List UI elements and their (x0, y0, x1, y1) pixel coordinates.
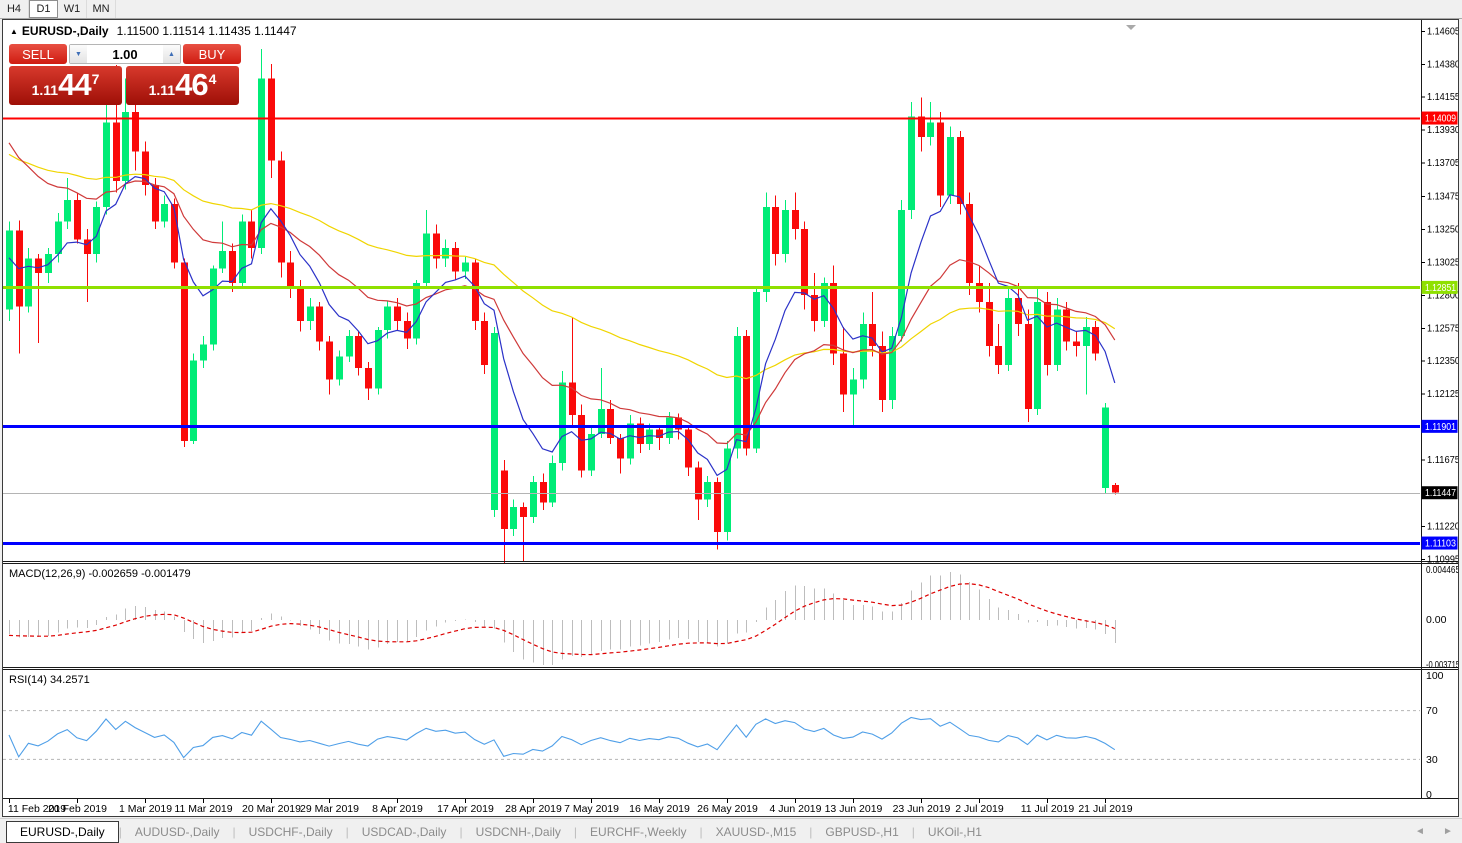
tab-separator: | (699, 824, 703, 839)
date-tick-label: 26 May 2019 (697, 803, 758, 815)
price-tick-label: 1.12125 (1427, 388, 1458, 400)
buy-button[interactable]: BUY (183, 44, 241, 64)
macd-scale-label: 0.00 (1426, 614, 1447, 626)
chart-tabs: EURUSD-,Daily | AUDUSD-,Daily | USDCHF-,Dail… (0, 819, 1406, 843)
price-tick-label: 1.11675 (1427, 454, 1458, 466)
price-badge-label: 1.14009 (1425, 114, 1456, 125)
chart-title: ▲ EURUSD-,Daily 1.11500 1.11514 1.11435 1.… (10, 24, 297, 38)
rsi-scale-label: 0 (1426, 789, 1432, 801)
tab-xauusd-m15[interactable]: XAUUSD-,M15 (715, 824, 797, 839)
date-tick-label: 21 Jul 2019 (1078, 803, 1132, 815)
date-tick-label: 11 Mar 2019 (174, 803, 232, 815)
chart-shift-icon[interactable] (1126, 25, 1136, 30)
macd-scale-label: -0.003715 (1426, 659, 1458, 671)
chart-canvas[interactable]: 1.14605 1.14380 1.14155 1.13930 1.13705 1.134… (3, 20, 1458, 816)
volume-decrease-icon[interactable]: ▼ (70, 45, 87, 63)
tf-button-h4[interactable]: H4 (0, 0, 29, 18)
tab-gbpusd-h1[interactable]: GBPUSD-,H1 (825, 824, 899, 839)
date-tick-label: 11 Feb 2019 (8, 803, 66, 815)
price-badge-label: 1.11901 (1425, 422, 1456, 433)
collapse-triangle-icon[interactable]: ▲ (10, 27, 18, 36)
price-tick-label: 1.11220 (1427, 520, 1458, 532)
date-tick-label: 7 May 2019 (564, 803, 619, 815)
date-tick-label: 13 Jun 2019 (825, 803, 883, 815)
tab-scroll-right-icon[interactable]: ► (1443, 826, 1453, 837)
volume-increase-icon[interactable]: ▲ (163, 45, 180, 63)
macd-label: MACD(12,26,9) -0.002659 -0.001479 (9, 568, 191, 580)
date-tick-label: 17 Apr 2019 (437, 803, 494, 815)
sell-button[interactable]: SELL (9, 44, 67, 64)
date-tick-label: 20 Mar 2019 (242, 803, 301, 815)
date-tick-label: 28 Apr 2019 (505, 803, 562, 815)
date-tick-label: 16 May 2019 (629, 803, 690, 815)
price-tick-label: 1.10995 (1427, 553, 1458, 565)
date-tick-label: 2 Jul 2019 (955, 803, 1004, 815)
tab-usdchf-daily[interactable]: USDCHF-,Daily (248, 824, 333, 839)
price-tick-label: 1.13250 (1427, 224, 1458, 236)
chart-tabs-bar: EURUSD-,Daily | AUDUSD-,Daily | USDCHF-,Dail… (0, 818, 1462, 843)
rsi-scale-label: 70 (1426, 705, 1438, 717)
date-tick-label: 1 Mar 2019 (119, 803, 172, 815)
tab-ukoil-h1[interactable]: UKOil-,H1 (927, 824, 982, 839)
sell-price-big: 44 (58, 67, 91, 102)
tab-eurusd-daily[interactable]: EURUSD-,Daily (6, 820, 119, 843)
buy-price-sup: 4 (208, 71, 217, 87)
tab-separator: | (573, 824, 578, 839)
rsi-label: RSI(14) 34.2571 (9, 674, 90, 686)
price-tick-label: 1.13930 (1427, 124, 1458, 136)
symbol-period-label: EURUSD-,Daily (21, 24, 109, 38)
date-tick-label: 29 Mar 2019 (300, 803, 359, 815)
price-tick-label: 1.14605 (1427, 25, 1458, 37)
tab-separator: | (345, 824, 349, 839)
chart-window: 1.14605 1.14380 1.14155 1.13930 1.13705 1.134… (2, 19, 1459, 817)
tf-button-d1[interactable]: D1 (29, 0, 58, 18)
price-badge-label: 1.11103 (1425, 539, 1456, 550)
rsi-scale-label: 100 (1426, 670, 1444, 682)
tab-audusd-daily[interactable]: AUDUSD-,Daily (134, 824, 220, 839)
sell-price-sup: 7 (91, 71, 100, 87)
volume-stepper: ▼ ▲ (69, 44, 181, 64)
price-tick-label: 1.13025 (1427, 256, 1458, 268)
tab-separator: | (232, 824, 236, 839)
tab-scroll-left-icon[interactable]: ◄ (1415, 826, 1425, 837)
price-tick-label: 1.12575 (1427, 322, 1458, 334)
tab-separator: | (809, 824, 813, 839)
price-badge-label: 1.11447 (1425, 488, 1456, 499)
date-tick-label: 4 Jun 2019 (770, 803, 822, 815)
date-tick-label: 20 Feb 2019 (48, 803, 107, 815)
price-tick-label: 1.12350 (1427, 355, 1458, 367)
price-tick-label: 1.13705 (1427, 157, 1458, 169)
tf-button-w1[interactable]: W1 (58, 0, 87, 18)
tab-usdcad-daily[interactable]: USDCAD-,Daily (361, 824, 447, 839)
rsi-scale-label: 30 (1426, 754, 1438, 766)
price-tick-label: 1.14155 (1427, 91, 1458, 103)
tab-usdcnh-daily[interactable]: USDCNH-,Daily (475, 824, 561, 839)
macd-scale-label: 0.004465 (1426, 564, 1458, 576)
sell-price-tile[interactable]: 1.11 44 7 (9, 66, 122, 105)
tf-button-mn[interactable]: MN (87, 0, 116, 18)
ohlc-values: 1.11500 1.11514 1.11435 1.11447 (116, 24, 297, 38)
timeframe-toolbar: H4 D1 W1 MN (0, 0, 1462, 19)
tab-eurchf-weekly[interactable]: EURCHF-,Weekly (590, 824, 687, 839)
tab-separator: | (911, 824, 915, 839)
buy-price-big: 46 (175, 67, 208, 102)
sell-price-prefix: 1.11 (31, 82, 59, 98)
price-badge-label: 1.12851 (1425, 283, 1456, 294)
tab-separator: | (459, 824, 463, 839)
tab-scroll-arrows: ◄ ► (1406, 826, 1462, 837)
buy-price-prefix: 1.11 (148, 82, 176, 98)
date-tick-label: 23 Jun 2019 (893, 803, 951, 815)
price-tick-label: 1.14380 (1427, 58, 1458, 70)
date-tick-label: 11 Jul 2019 (1021, 803, 1075, 815)
price-tick-label: 1.13475 (1427, 191, 1458, 203)
buy-price-tile[interactable]: 1.11 46 4 (126, 66, 239, 105)
volume-input[interactable] (87, 45, 163, 63)
tab-separator: | (118, 824, 122, 839)
date-tick-label: 8 Apr 2019 (372, 803, 423, 815)
